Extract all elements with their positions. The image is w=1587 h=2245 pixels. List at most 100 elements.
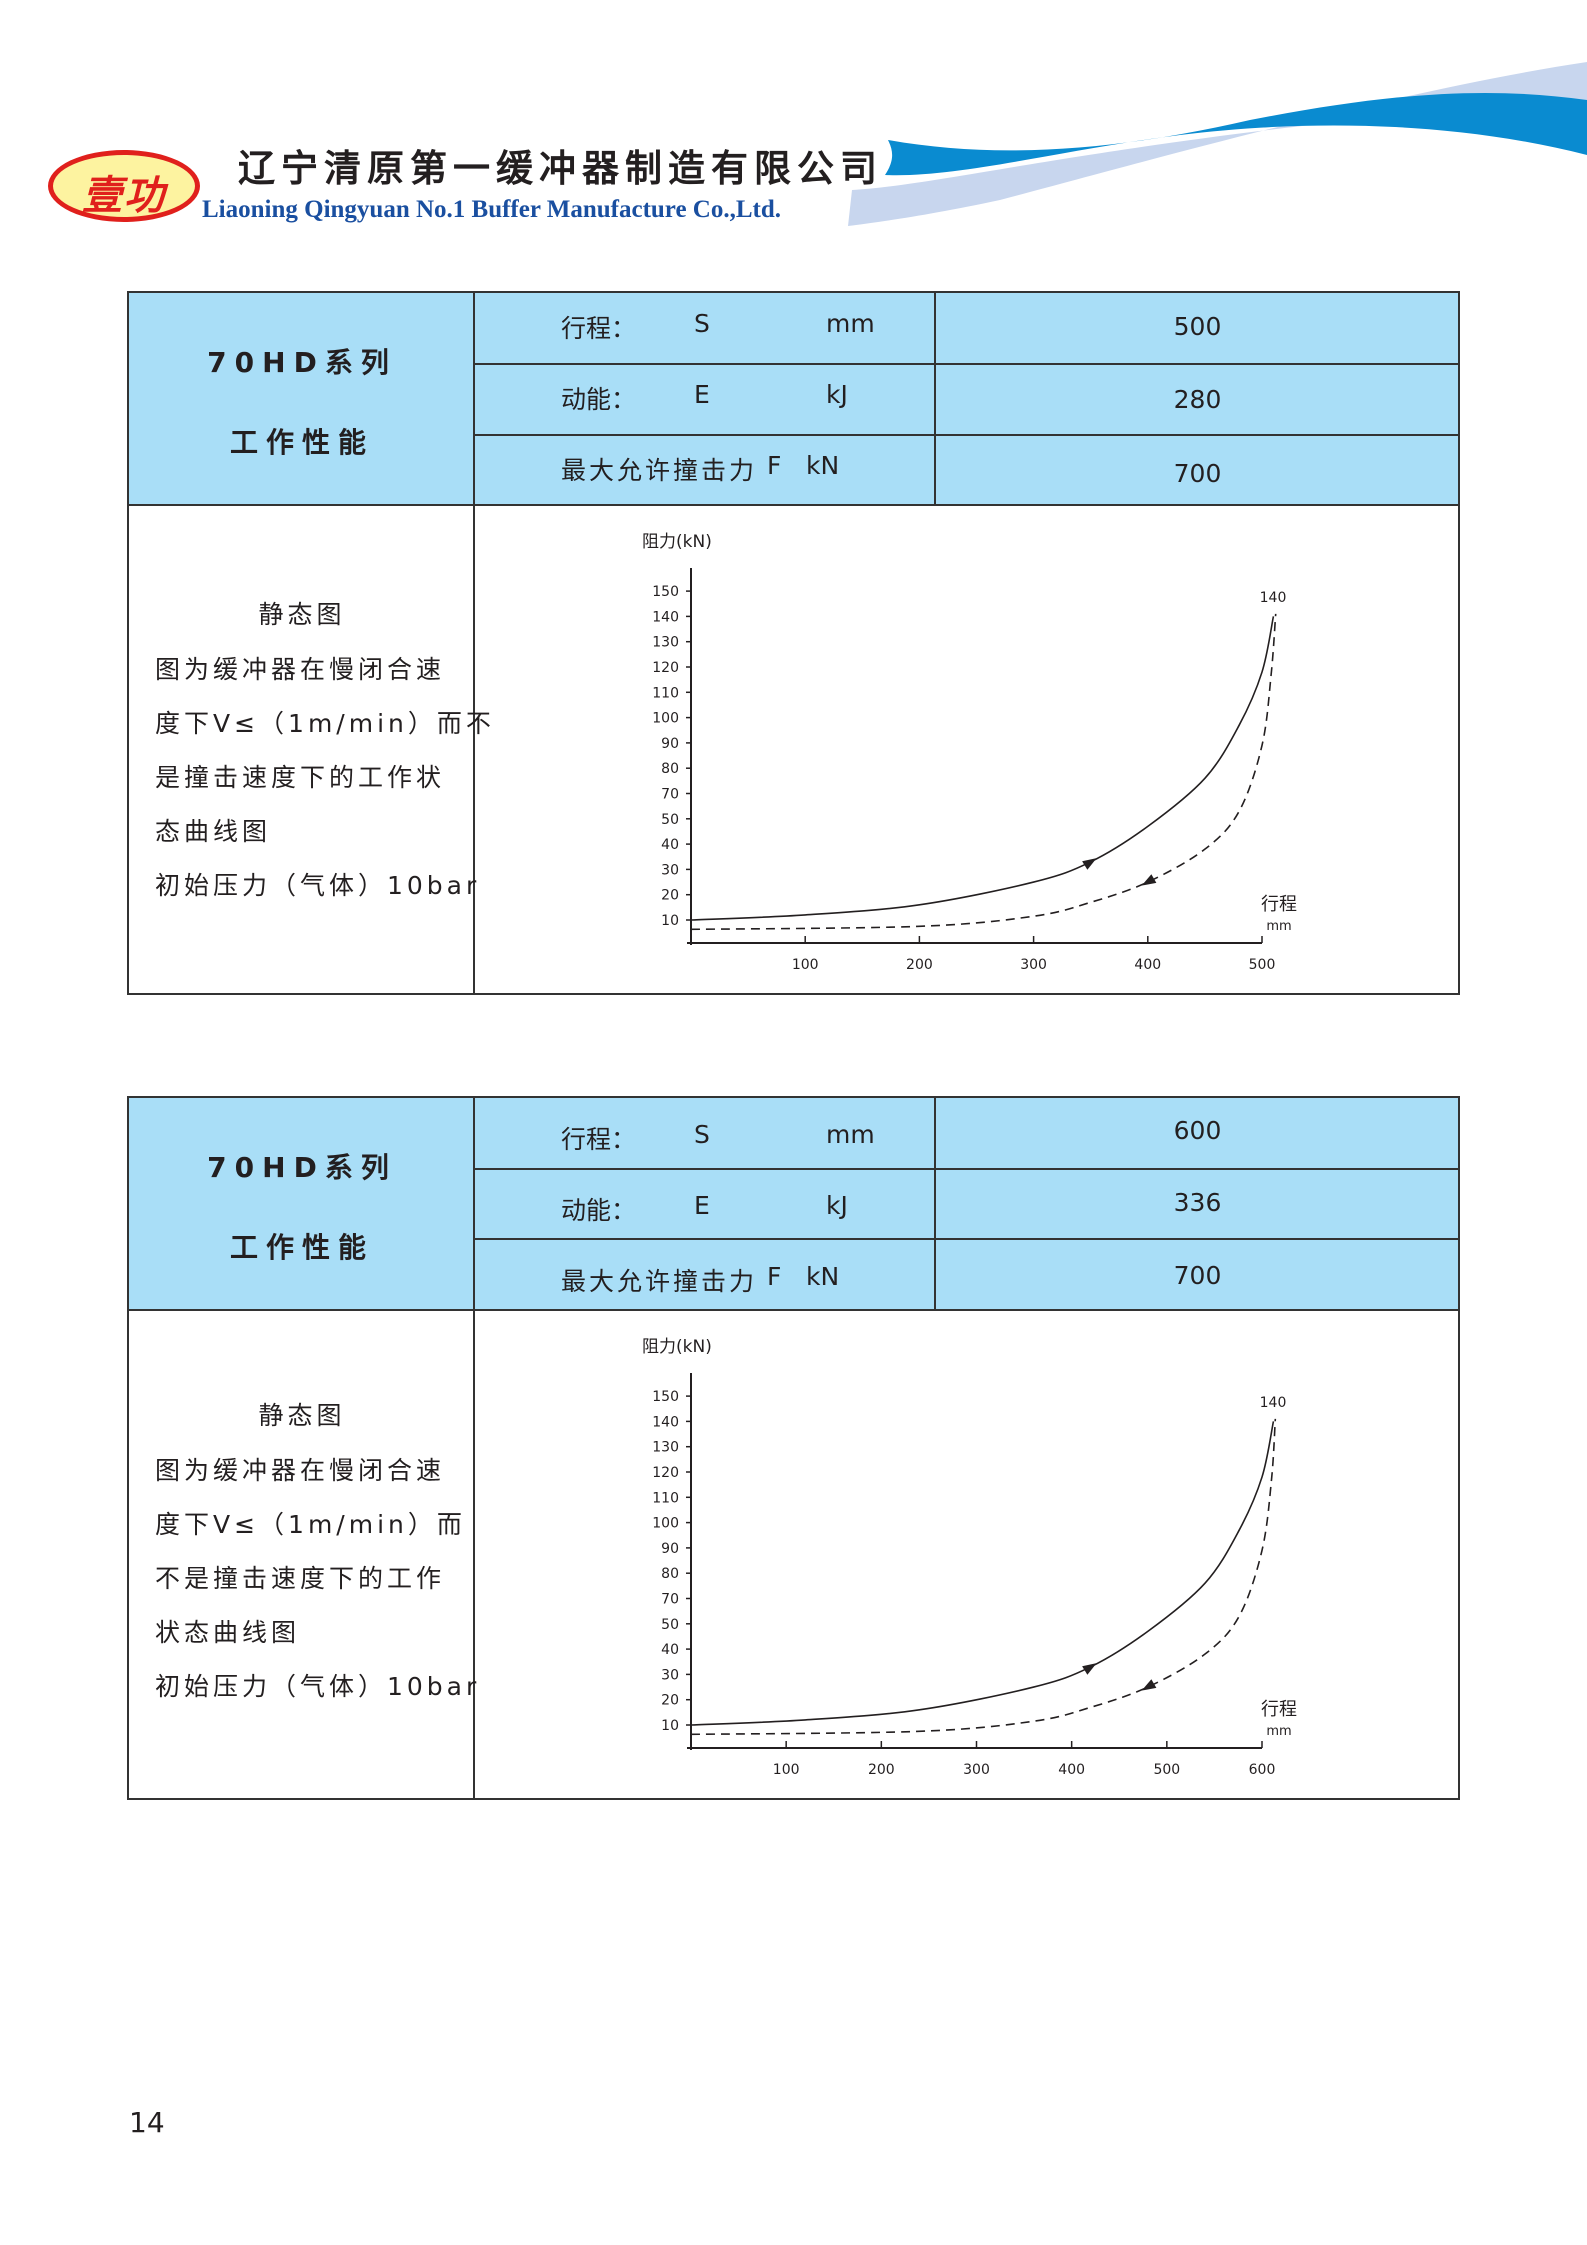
spec-header-1 (129, 293, 1458, 506)
row-label: 行程： (561, 1125, 637, 1154)
x-axis-unit: mm (1266, 919, 1291, 934)
row-unit: kN (806, 1262, 840, 1291)
y-tick-label: 90 (661, 736, 679, 752)
y-tick-label: 20 (661, 1693, 679, 1709)
row-value: 336 (1173, 1188, 1222, 1217)
y-tick-label: 10 (661, 1718, 679, 1734)
unloading-curve (690, 613, 1277, 931)
x-tick-label: 100 (773, 1762, 800, 1778)
x-axis-label: 行程 (1261, 1699, 1297, 1720)
header-wave-decoration (848, 62, 1587, 226)
peak-label: 140 (1260, 590, 1287, 606)
force-stroke-chart-1: 阻力(kN) 10 20 30 40 50 70 80 90 100 110 120 130 140 150… (642, 532, 1297, 973)
desc-line: 初始压力（气体）10bar (155, 871, 481, 900)
y-tick-label: 10 (661, 913, 679, 929)
y-tick-label: 110 (652, 685, 679, 701)
loading-arrow-icon (1082, 858, 1097, 870)
row-unit: kN (806, 451, 840, 480)
row-label: 最大允许撞击力 (561, 1267, 758, 1296)
spec-table-2: 70HD系列 工作性能 行程： S mm 600 动能： E kJ 336 最大… (127, 1096, 1460, 1800)
loading-curve (690, 616, 1275, 921)
x-tick-label: 400 (1134, 957, 1161, 973)
series-title: 70HD系列 (207, 1151, 397, 1184)
x-axis-label: 行程 (1261, 894, 1297, 915)
row-symbol: E (694, 380, 710, 409)
company-name-cn: 辽宁清原第一缓冲器制造有限公司 (238, 146, 883, 190)
row-symbol: F (767, 451, 782, 480)
page-number: 14 (129, 2106, 165, 2139)
row-unit: kJ (826, 1191, 848, 1220)
y-tick-label: 80 (661, 1566, 679, 1582)
y-tick-label: 50 (661, 812, 679, 828)
row-value: 600 (1173, 1116, 1222, 1145)
y-tick-label: 70 (661, 787, 679, 803)
y-tick-label: 30 (661, 1667, 679, 1683)
spec-table-1: 70HD系列 工作性能 行程： S mm 500 动能： E kJ 280 最大… (127, 291, 1460, 995)
row-value: 280 (1173, 385, 1222, 414)
row-label: 动能： (561, 385, 637, 414)
series-title: 70HD系列 (207, 346, 397, 379)
y-tick-label: 120 (652, 660, 679, 676)
x-tick-label: 300 (963, 1762, 990, 1778)
x-tick-label: 200 (868, 1762, 895, 1778)
x-tick-label: 100 (792, 957, 819, 973)
y-tick-label: 50 (661, 1617, 679, 1633)
y-tick-label: 120 (652, 1465, 679, 1481)
series-subtitle: 工作性能 (229, 426, 374, 459)
row-label: 动能： (561, 1196, 637, 1225)
y-tick-label: 130 (652, 635, 679, 651)
x-tick-label: 600 (1249, 1762, 1276, 1778)
desc-line: 态曲线图 (155, 817, 272, 846)
y-tick-label: 90 (661, 1541, 679, 1557)
unloading-curve (690, 1418, 1277, 1736)
row-symbol: E (694, 1191, 710, 1220)
desc-line: 不是撞击速度下的工作 (155, 1564, 446, 1593)
peak-label: 140 (1260, 1395, 1287, 1411)
y-tick-label: 80 (661, 761, 679, 777)
y-tick-label: 130 (652, 1440, 679, 1456)
loading-arrow-icon (1082, 1663, 1097, 1675)
row-label: 行程： (561, 314, 637, 343)
wave-dark (885, 92, 1587, 176)
unloading-arrow-icon (1141, 1679, 1157, 1691)
y-axis-label: 阻力(kN) (642, 1337, 712, 1357)
desc-line: 图为缓冲器在慢闭合速 (155, 655, 446, 684)
wave-light (848, 62, 1587, 226)
y-tick-label: 40 (661, 837, 679, 853)
force-stroke-chart-2: 阻力(kN) 10 20 30 40 50 70 80 90 100 110 120 130 140 150… (642, 1337, 1297, 1778)
row-symbol: S (694, 1120, 710, 1149)
unloading-arrow-icon (1141, 874, 1157, 886)
row-symbol: S (694, 309, 710, 338)
spec-header-2 (129, 1098, 1458, 1311)
company-name-en: Liaoning Qingyuan No.1 Buffer Manufactur… (202, 196, 782, 223)
row-unit: mm (826, 1120, 875, 1149)
y-tick-label: 140 (652, 609, 679, 625)
desc-title: 静态图 (258, 600, 346, 629)
loading-curve (690, 1421, 1275, 1726)
x-axis-unit: mm (1266, 1724, 1291, 1739)
desc-line: 图为缓冲器在慢闭合速 (155, 1456, 446, 1485)
desc-line: 状态曲线图 (155, 1618, 301, 1647)
y-tick-label: 40 (661, 1642, 679, 1658)
row-unit: mm (826, 309, 875, 338)
x-tick-label: 500 (1249, 957, 1276, 973)
x-tick-label: 500 (1153, 1762, 1180, 1778)
x-tick-label: 200 (906, 957, 933, 973)
x-tick-label: 400 (1058, 1762, 1085, 1778)
desc-line: 度下V≤（1m/min）而不 (155, 709, 495, 738)
y-axis-label: 阻力(kN) (642, 532, 712, 552)
y-tick-label: 150 (652, 584, 679, 600)
row-value: 700 (1173, 1261, 1222, 1290)
row-unit: kJ (826, 380, 848, 409)
desc-line: 初始压力（气体）10bar (155, 1672, 481, 1701)
y-tick-label: 20 (661, 888, 679, 904)
row-label: 最大允许撞击力 (561, 456, 758, 485)
y-tick-label: 70 (661, 1592, 679, 1608)
desc-line: 度下V≤（1m/min）而 (155, 1510, 466, 1539)
y-tick-label: 100 (652, 711, 679, 727)
row-value: 500 (1173, 312, 1222, 341)
x-tick-label: 300 (1020, 957, 1047, 973)
row-symbol: F (767, 1262, 782, 1291)
y-tick-label: 140 (652, 1414, 679, 1430)
series-subtitle: 工作性能 (229, 1231, 374, 1264)
